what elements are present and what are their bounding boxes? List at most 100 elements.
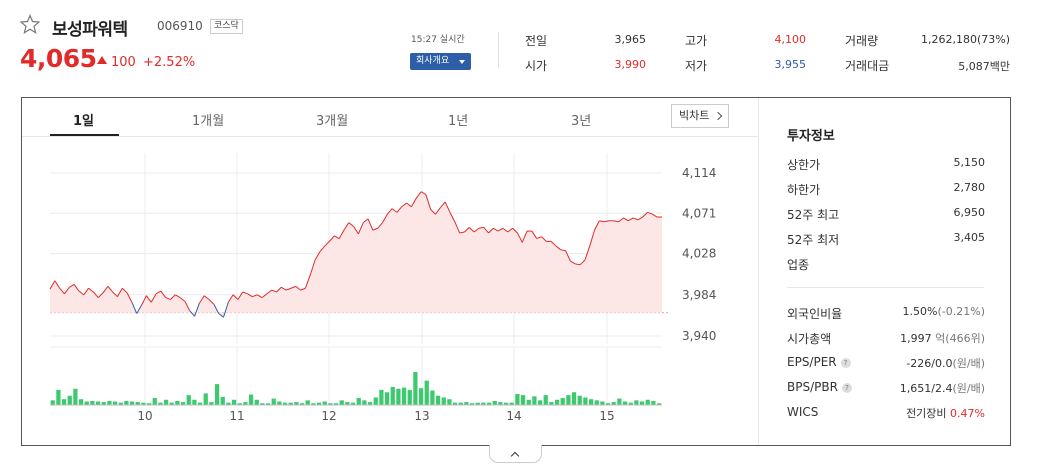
volume-label: 거래량 <box>845 34 879 48</box>
price-line-segment <box>304 274 311 289</box>
price-line-segment <box>203 295 210 300</box>
w52-high-label: 52주 최고 <box>787 208 840 222</box>
foreign-ratio-label: 외국인비율 <box>787 307 843 321</box>
tab-3month[interactable]: 3개월 <box>316 114 349 129</box>
volume-bar <box>486 402 492 405</box>
price-line-segment <box>473 227 480 233</box>
price-line-segment <box>449 212 456 222</box>
volume-bar <box>265 403 271 405</box>
price-line-segment <box>401 202 407 208</box>
wics-change: 0.47% <box>950 407 985 420</box>
volume-bar <box>163 399 169 405</box>
price-line-segment <box>502 227 509 233</box>
price-line-segment <box>415 191 422 199</box>
price-line-segment <box>184 301 191 311</box>
intraday-chart: 4,114 4,071 4,028 3,984 3,940 10 11 12 13 14 15 <box>49 153 716 423</box>
price-line-segment <box>88 287 94 293</box>
lower-limit-label: 하한가 <box>787 183 821 197</box>
market-cap-unit: 억(466위) <box>935 332 985 345</box>
price-line-segment <box>69 284 75 288</box>
price-line-segment <box>285 287 292 291</box>
price-line-segment <box>512 227 518 234</box>
company-info-button[interactable]: 회사개요 <box>410 53 471 70</box>
volume-bar <box>628 402 633 405</box>
price-line-segment <box>396 206 403 213</box>
volume-bar <box>350 402 356 405</box>
wics-sector[interactable]: 전기장비 <box>906 407 947 420</box>
prev-close-value: 3,965 <box>614 33 647 46</box>
price-line-segment <box>599 220 605 223</box>
volume-bar <box>469 403 475 405</box>
volume-bar <box>379 389 384 405</box>
price-line-segment <box>223 302 229 318</box>
volume-bar <box>316 402 322 405</box>
volume-bar <box>339 400 344 405</box>
volume-bar <box>588 399 594 405</box>
price-line-segment <box>329 235 335 242</box>
tab-1month[interactable]: 1개월 <box>192 114 225 129</box>
tab-1day[interactable]: 1일 <box>73 114 95 129</box>
price-line-segment <box>261 293 268 298</box>
bps-pbr-text: BPS/PBR <box>787 380 838 394</box>
eps-per-label: EPS/PER? <box>787 355 851 369</box>
price-line-segment <box>550 241 557 247</box>
price-line-segment <box>107 286 114 293</box>
price-line-segment <box>589 229 596 247</box>
price-line-segment <box>613 220 619 223</box>
volume-bar <box>367 402 373 405</box>
volume-bar <box>537 400 543 405</box>
price-line-segment <box>386 208 393 215</box>
price-line-segment <box>97 292 104 298</box>
high-label: 고가 <box>685 34 708 48</box>
volume-value: 1,262,180(73%) <box>920 33 1010 46</box>
volume-bar <box>67 395 72 405</box>
big-chart-button[interactable]: 빅차트 <box>671 104 729 128</box>
eps-per-value: -226/0.0(원/배) <box>906 355 985 371</box>
price-line-segment <box>652 213 658 218</box>
price-area <box>50 191 662 318</box>
price-line-segment <box>78 290 85 296</box>
volume-bar <box>532 396 537 405</box>
help-icon[interactable]: ? <box>841 382 852 393</box>
volume-bar <box>192 399 197 405</box>
volume-bar <box>141 402 146 405</box>
volume-bar <box>554 399 560 405</box>
x-tick-label: 14 <box>506 409 521 423</box>
volume-bar <box>84 401 89 405</box>
price-line-segment <box>541 236 547 242</box>
company-info-label: 회사개요 <box>416 56 450 66</box>
volume-bar <box>322 401 327 405</box>
volume-bar <box>248 394 254 405</box>
price-line-segment <box>309 259 316 276</box>
price-line-segment <box>334 235 340 240</box>
volume-bar <box>560 398 565 405</box>
volume-bar <box>152 398 157 405</box>
price-line-segment <box>367 218 374 231</box>
volume-bar <box>95 401 101 405</box>
volume-bar <box>611 402 616 405</box>
foreign-ratio-change: (-0.21%) <box>937 305 986 318</box>
price-line-segment <box>483 227 489 234</box>
price-line-segment <box>131 302 138 314</box>
active-tab-indicator <box>50 134 119 136</box>
favorite-star-icon[interactable] <box>20 14 40 34</box>
price-line-segment <box>444 201 451 213</box>
price-line-segment <box>521 230 528 243</box>
price-line-segment <box>194 303 200 317</box>
price-line-segment <box>213 303 220 314</box>
w52-high-value: 6,950 <box>953 206 986 219</box>
tab-3year[interactable]: 3년 <box>571 114 592 129</box>
price-line-segment <box>102 286 109 294</box>
price-line-segment <box>642 211 648 218</box>
y-tick-label: 4,114 <box>682 166 716 180</box>
collapse-button[interactable] <box>489 445 542 463</box>
volume-bar <box>328 403 333 405</box>
bps-pbr-unit: (원/배) <box>952 382 985 395</box>
price-line-segment <box>464 226 470 233</box>
foreign-ratio: 1.50% <box>902 305 938 318</box>
help-icon[interactable]: ? <box>840 357 851 368</box>
volume-bar <box>197 402 203 405</box>
tab-1year[interactable]: 1년 <box>448 114 469 129</box>
price-line-segment <box>83 287 89 296</box>
volume-bar <box>107 400 112 405</box>
